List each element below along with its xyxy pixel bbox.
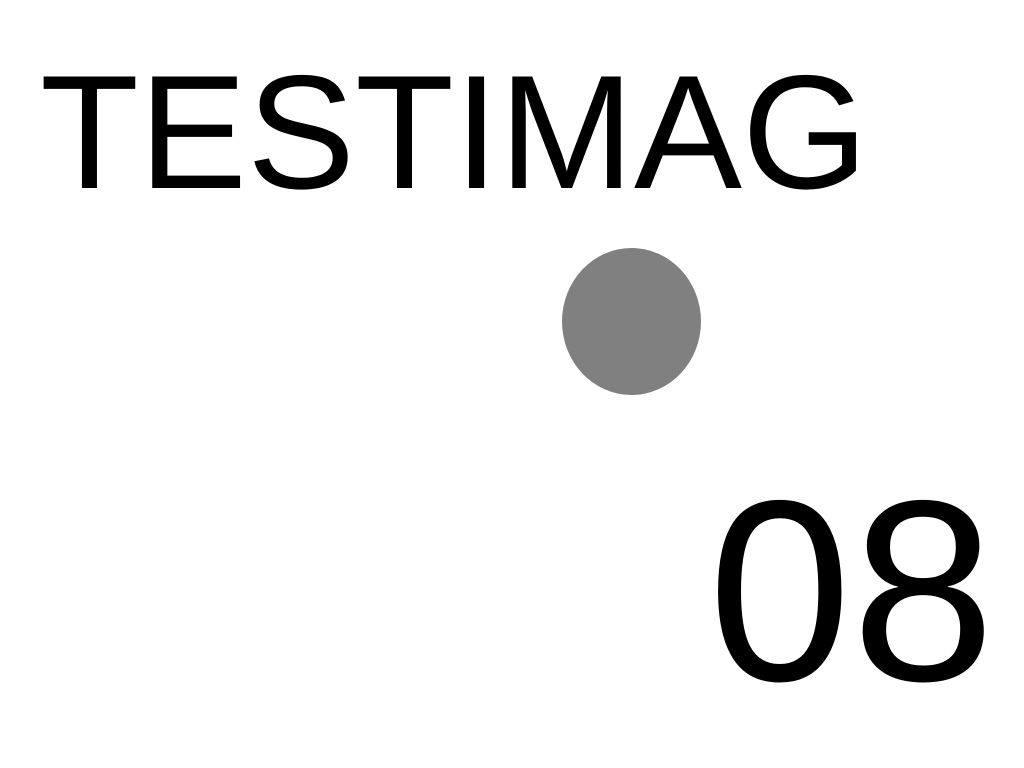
number-label: 08	[708, 446, 995, 735]
title-text: TESTIMAG	[40, 42, 869, 223]
gray-circle	[562, 248, 701, 395]
